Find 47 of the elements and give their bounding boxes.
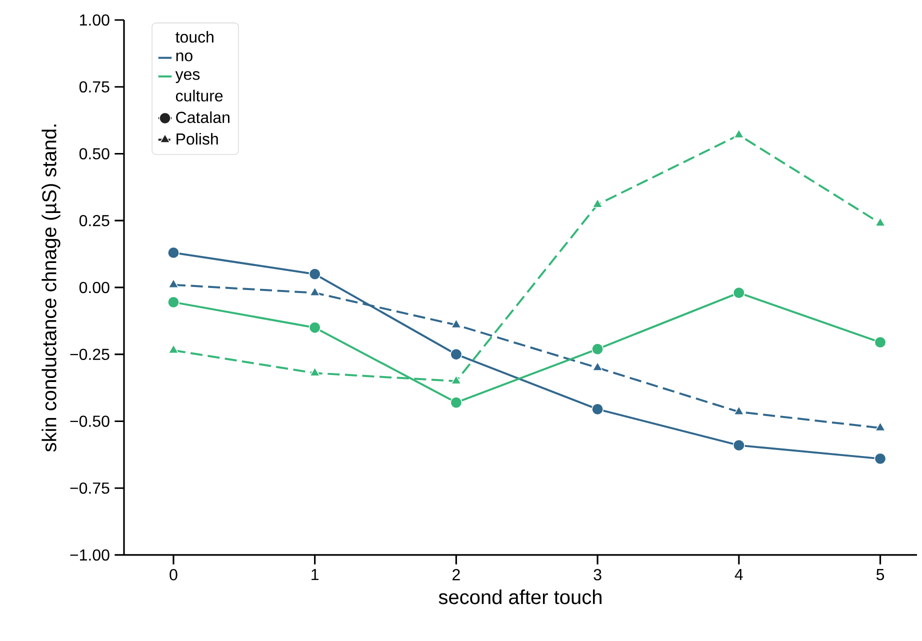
x-tick-label: 1 bbox=[312, 569, 318, 580]
point bbox=[592, 403, 604, 416]
y-tick-label: −0.75 bbox=[70, 482, 110, 494]
y-axis-title: skin conductance chnage (µS) stand. bbox=[42, 124, 60, 452]
point bbox=[592, 198, 603, 208]
point bbox=[732, 286, 745, 299]
legend-label: yes bbox=[175, 71, 200, 84]
point bbox=[592, 362, 603, 371]
point bbox=[310, 286, 320, 296]
point bbox=[875, 217, 886, 226]
point bbox=[168, 278, 179, 288]
point bbox=[450, 318, 462, 328]
y-tick-label: −0.50 bbox=[70, 416, 110, 427]
point bbox=[308, 322, 321, 334]
point bbox=[450, 396, 462, 409]
x-tick-label: 2 bbox=[452, 569, 460, 580]
y-tick-label: 0.50 bbox=[79, 148, 110, 160]
point bbox=[450, 348, 462, 360]
y-tick-label: 0.00 bbox=[79, 282, 110, 294]
y-tick-label: 1.00 bbox=[80, 14, 110, 26]
y-tick-label: −0.25 bbox=[70, 348, 110, 360]
point bbox=[734, 406, 744, 416]
point bbox=[167, 296, 180, 308]
point bbox=[592, 343, 604, 356]
point bbox=[310, 367, 320, 376]
legend-label: Polish bbox=[176, 132, 218, 145]
point bbox=[450, 375, 462, 384]
legend-title: touch bbox=[176, 30, 214, 43]
y-tick-label: −1.00 bbox=[70, 549, 110, 561]
x-tick-label: 5 bbox=[876, 569, 884, 580]
x-tick-label: 0 bbox=[170, 569, 178, 580]
y-tick-label: 0.75 bbox=[79, 81, 110, 93]
point bbox=[308, 268, 321, 280]
x-tick-label: 4 bbox=[734, 569, 743, 580]
point bbox=[875, 422, 886, 432]
point bbox=[167, 246, 180, 259]
text: culture bbox=[176, 90, 223, 102]
point bbox=[732, 439, 745, 452]
point bbox=[168, 344, 179, 354]
legend-label: no bbox=[176, 52, 192, 62]
point bbox=[734, 129, 744, 138]
x-tick-label: 3 bbox=[594, 569, 602, 580]
x-axis-title: second after touch bbox=[438, 590, 602, 604]
legend-label: Catalan bbox=[176, 111, 230, 124]
point bbox=[874, 452, 886, 465]
point bbox=[874, 336, 886, 348]
y-tick-label: 0.25 bbox=[79, 214, 110, 226]
